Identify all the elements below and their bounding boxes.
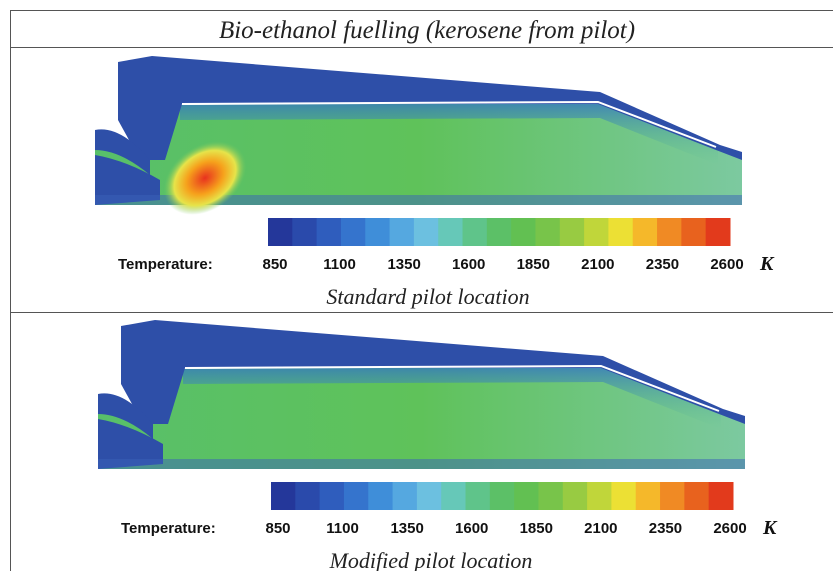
colorbar-segment <box>292 218 318 246</box>
colorbar-segment <box>559 218 585 246</box>
colorbar-segment <box>708 482 734 510</box>
colorbar-segment <box>486 218 512 246</box>
colorbar-label: Temperature: <box>121 520 216 537</box>
colorbar-tick-label: 1850 <box>517 256 550 273</box>
colorbar-segment <box>316 218 342 246</box>
colorbar-segment <box>562 482 588 510</box>
colorbar-segment <box>535 218 561 246</box>
colorbar-segment <box>340 218 366 246</box>
colorbar-segment <box>608 218 634 246</box>
colorbar-tick-label: 1100 <box>323 256 356 273</box>
colorbar: Temperature: 850 1100 1350 1600 1850 2100 2350 2… <box>118 218 775 309</box>
colorbar-tick-label: 1600 <box>455 520 488 537</box>
colorbar-segment <box>365 218 391 246</box>
panel: Temperature: 850 1100 1350 1600 1850 2100 2350 2… <box>97 319 778 571</box>
colorbar-segment <box>465 482 491 510</box>
frame <box>10 10 833 571</box>
panel: Temperature: 850 1100 1350 1600 1850 2100 2350 2… <box>94 55 775 309</box>
colorbar-segment <box>343 482 369 510</box>
colorbar-segment <box>584 218 609 246</box>
colorbar-segment <box>392 482 418 510</box>
colorbar-tick-label: 1350 <box>387 256 420 273</box>
colorbar-segment <box>657 218 682 246</box>
colorbar-segment <box>538 482 564 510</box>
panel-caption: Modified pilot location <box>329 548 533 571</box>
colorbar-unit: K <box>762 517 778 539</box>
colorbar-segment <box>632 218 658 246</box>
colorbar-segment <box>587 482 612 510</box>
colorbar-tick-label: 1850 <box>520 520 553 537</box>
colorbar-segment <box>268 218 293 246</box>
colorbar-segment <box>368 482 394 510</box>
colorbar-tick-label: 2100 <box>584 520 617 537</box>
temperature-field <box>97 319 746 470</box>
colorbar-tick-label: 1100 <box>326 520 359 537</box>
colorbar-segment <box>438 218 464 246</box>
hot-zone <box>163 141 247 215</box>
colorbar-segment <box>611 482 637 510</box>
colorbar-segment <box>511 218 536 246</box>
colorbar-segment <box>295 482 321 510</box>
colorbar: Temperature: 850 1100 1350 1600 1850 2100 2350 2… <box>121 482 778 571</box>
colorbar-segment <box>462 218 488 246</box>
colorbar-tick-label: 2600 <box>713 520 746 537</box>
colorbar-segment <box>441 482 467 510</box>
colorbar-segment <box>660 482 685 510</box>
colorbar-tick-label: 2600 <box>710 256 743 273</box>
colorbar-segment <box>271 482 296 510</box>
colorbar-label: Temperature: <box>118 256 213 273</box>
colorbar-unit: K <box>759 253 775 275</box>
colorbar-segment <box>705 218 731 246</box>
colorbar-segment <box>514 482 539 510</box>
colorbar-tick-label: 2350 <box>649 520 682 537</box>
colorbar-segment <box>684 482 710 510</box>
figure-title: Bio-ethanol fuelling (kerosene from pilo… <box>219 17 635 44</box>
colorbar-tick-label: 850 <box>265 520 290 537</box>
colorbar-segment <box>681 218 707 246</box>
colorbar-segment <box>413 218 439 246</box>
colorbar-segment <box>489 482 515 510</box>
colorbar-segment <box>635 482 661 510</box>
colorbar-tick-label: 2350 <box>646 256 679 273</box>
colorbar-segment <box>319 482 345 510</box>
colorbar-segment <box>416 482 442 510</box>
colorbar-tick-label: 1600 <box>452 256 485 273</box>
colorbar-tick-label: 2100 <box>581 256 614 273</box>
colorbar-tick-label: 1350 <box>390 520 423 537</box>
panel-caption: Standard pilot location <box>326 284 529 309</box>
colorbar-tick-label: 850 <box>262 256 287 273</box>
colorbar-segment <box>389 218 415 246</box>
